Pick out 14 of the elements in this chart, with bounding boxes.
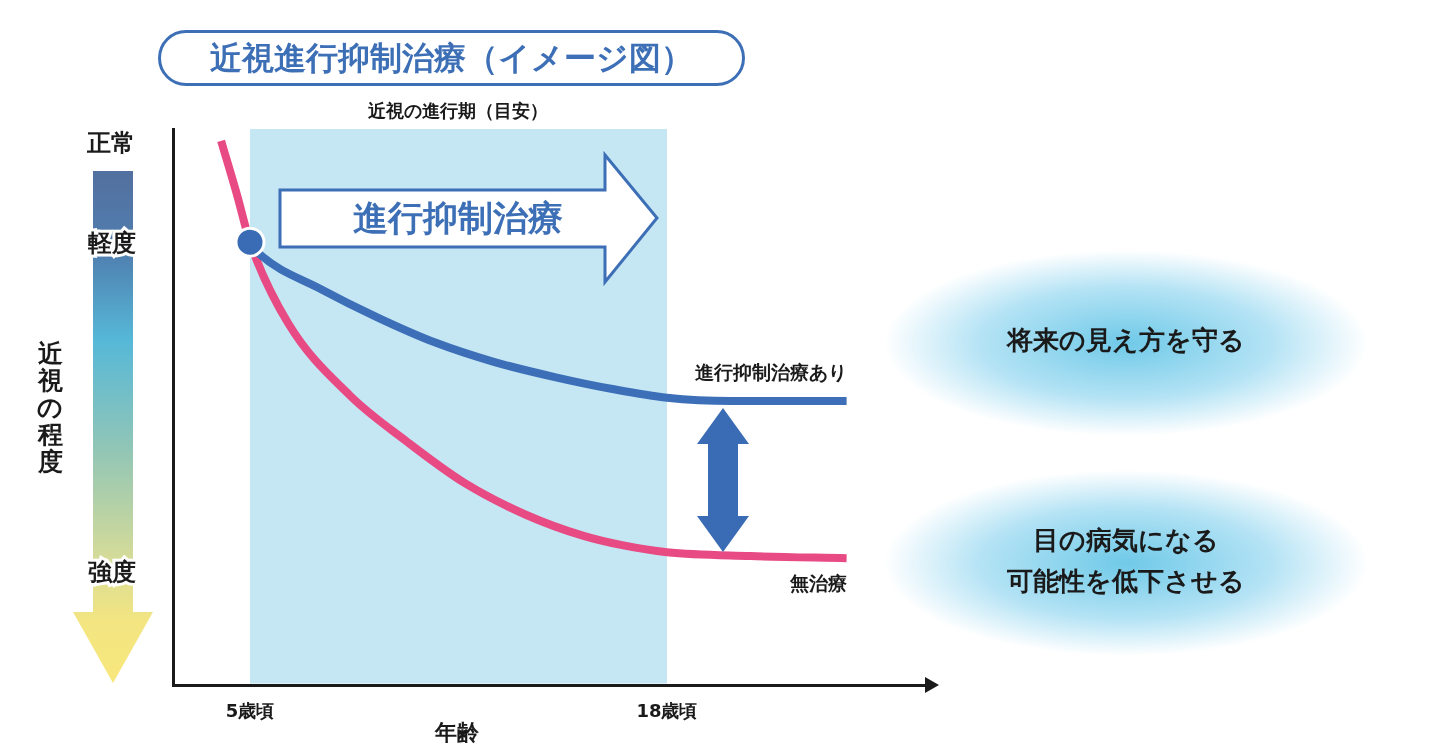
- text: 強度: [88, 557, 136, 587]
- series-label: 無治療: [788, 571, 847, 594]
- text: 目の病気になる: [1033, 523, 1219, 556]
- y-axis-title: 近視の程度: [36, 338, 64, 476]
- x-tick-label: 18歳頃: [636, 700, 698, 722]
- text: 正常: [87, 128, 135, 158]
- series-label: 進行抑制治療あり: [694, 361, 847, 384]
- chart-title: 近視進行抑制治療（イメージ図）: [209, 38, 693, 78]
- text: 将来の見え方を守る: [1007, 323, 1245, 356]
- x-tick-label: 5歳頃: [225, 700, 275, 722]
- annotation: 進行抑制治療: [353, 197, 563, 240]
- text: 可能性を低下させる: [1007, 564, 1245, 597]
- x-axis-title: 年齢: [435, 719, 479, 747]
- band-label: 近視の進行期（目安）: [367, 99, 549, 121]
